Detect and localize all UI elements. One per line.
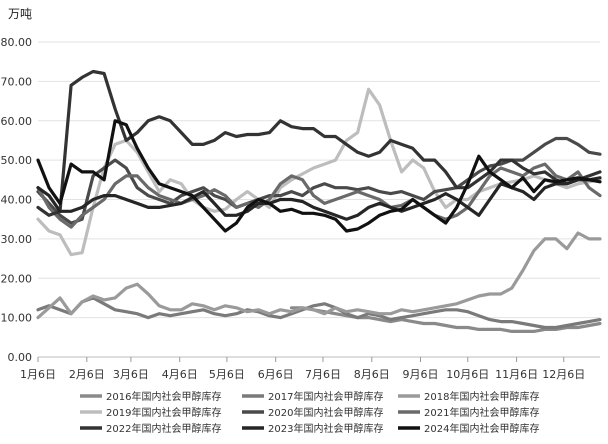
legend-label: 2024年国内社会甲醇库存: [424, 422, 539, 435]
legend-label: 2021年国内社会甲醇库存: [424, 406, 539, 419]
y-tick-label: 70.00: [1, 75, 33, 88]
x-tick-label: 2月6日: [69, 368, 105, 381]
y-tick-label: 40.00: [1, 194, 33, 207]
y-tick-label: 10.00: [1, 312, 33, 325]
x-tick-label: 8月6日: [354, 368, 390, 381]
legend-label: 2022年国内社会甲醇库存: [106, 422, 221, 435]
y-axis-unit-label: 万吨: [8, 7, 32, 21]
series-line-9: [36, 119, 602, 233]
y-tick-label: 30.00: [1, 233, 33, 246]
y-tick-label: 0.00: [8, 351, 33, 364]
legend-label: 2018年国内社会甲醇库存: [424, 390, 539, 403]
y-tick-label: 20.00: [1, 272, 33, 285]
y-tick-label: 50.00: [1, 154, 33, 167]
legend-label: 2016年国内社会甲醇库存: [106, 390, 221, 403]
series-line-8: [36, 176, 602, 221]
x-tick-label: 7月6日: [305, 368, 341, 381]
legend-label: 2017年国内社会甲醇库存: [268, 390, 383, 403]
y-axis-ticks: 0.00 10.00 20.00 30.00 40.00 50.00 60.00 70.00 8…: [1, 36, 33, 364]
x-tick-label: 11月6日: [495, 368, 538, 381]
legend: 2016年国内社会甲醇库存 2017年国内社会甲醇库存 2018年国内社会甲醇库存 2…: [80, 390, 539, 435]
legend-label: 2020年国内社会甲醇库存: [268, 406, 383, 419]
x-tick-label: 12月6日: [542, 368, 585, 381]
series-line-5: [36, 136, 602, 225]
x-axis-ticks: 1月6日 2月6日 3月6日 4月6日 5月6日 6月6日 7月6日 8月6日 9月6日 10月6…: [20, 356, 600, 381]
legend-label: 2019年国内社会甲醇库存: [106, 406, 221, 419]
series-line-6: [36, 162, 602, 229]
legend-label: 2023年国内社会甲醇库存: [268, 422, 383, 435]
x-tick-label: 4月6日: [162, 368, 198, 381]
series-line-1: [289, 306, 602, 333]
series-line-3: [36, 231, 602, 320]
y-tick-label: 80.00: [1, 36, 33, 49]
series-lines: [36, 69, 602, 333]
x-tick-label: 3月6日: [113, 368, 149, 381]
x-tick-label: 1月6日: [20, 368, 56, 381]
x-tick-label: 9月6日: [402, 368, 438, 381]
x-tick-label: 6月6日: [258, 368, 294, 381]
x-tick-label: 5月6日: [209, 368, 245, 381]
series-line-2: [36, 296, 602, 330]
x-tick-label: 10月6日: [446, 368, 489, 381]
y-tick-label: 60.00: [1, 115, 33, 128]
